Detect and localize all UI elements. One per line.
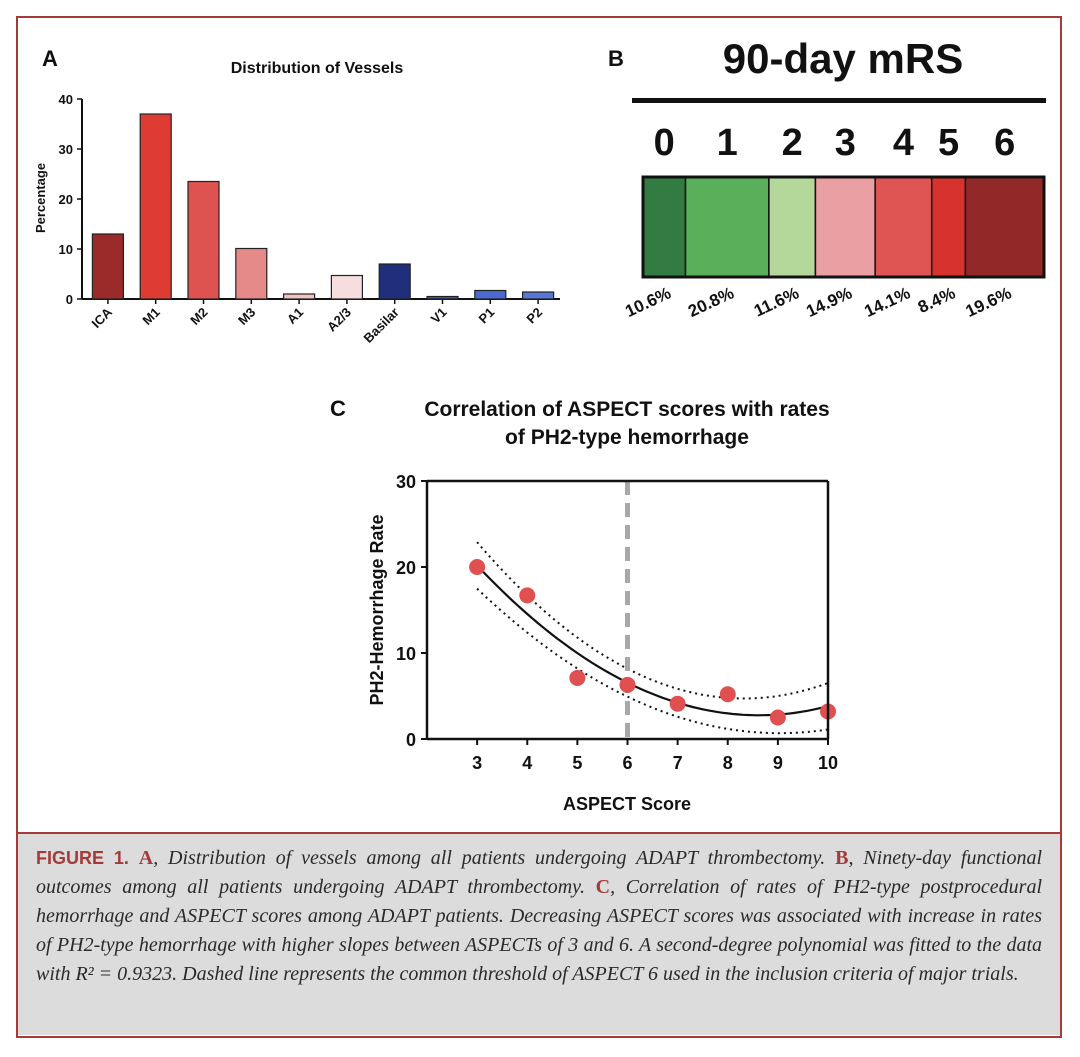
panel-c-x-tick-label: 8: [723, 753, 733, 773]
panel-a-bar: [521, 291, 555, 300]
panel-a-x-tick-label: ICA: [89, 304, 116, 331]
panel-a-bar: [283, 293, 316, 300]
panel-c-x-tick-label: 5: [572, 753, 582, 773]
panel-c-letter: C: [330, 396, 346, 421]
panel-a-letter: A: [42, 46, 58, 71]
panel-c-point: [569, 669, 586, 686]
panel-c-point: [719, 686, 736, 703]
panel-a-y-tick-label: 10: [59, 242, 73, 257]
caption-ref-c: C: [595, 876, 611, 898]
panel-b-segment: [930, 176, 967, 278]
panel-a-y-tick-label: 40: [59, 92, 73, 107]
panel-a-axes: 0 10 20 30 40: [59, 92, 560, 307]
panel-c-x-tick-label: 10: [818, 753, 838, 773]
panel-b-title-rule: [632, 98, 1046, 103]
panel-b-percent-label: 8.4%: [915, 283, 958, 317]
panel-b-percent-label: 10.6%: [622, 283, 674, 321]
panel-b-percent-label: 20.8%: [685, 283, 737, 321]
caption-ref-a: A: [138, 847, 154, 869]
panel-b-percent-labels: 10.6% 20.8% 11.6% 14.9% 14.1% 8.4% 19.6%: [622, 283, 1014, 321]
panel-b-percent-label: 14.1%: [861, 283, 913, 321]
panel-b-segment: [814, 176, 876, 278]
panel-b-bar-outline: [641, 175, 1046, 279]
caption-text-end: . Dashed line represents the common thre…: [172, 963, 1019, 985]
panel-a-bar: [187, 180, 220, 300]
panel-b-segment: [874, 176, 933, 278]
panel-a-x-tick-label: M3: [235, 305, 258, 328]
caption-label: FIGURE 1.: [36, 848, 129, 868]
panel-c-plot: 0 10 20 30 3 4 5 6 7 8 9 10: [396, 472, 838, 773]
caption-r2: R² = 0.9323: [75, 963, 173, 985]
panel-b-score-label: 5: [938, 122, 959, 164]
panel-b-letter: B: [608, 46, 624, 71]
caption-box: FIGURE 1. A, Distribution of vessels amo…: [18, 832, 1060, 1035]
caption-text-b: , Ninety-day functional outcomes among a…: [36, 847, 1043, 898]
panel-c-ylabel: PH2-Hemorrhage Rate: [367, 514, 387, 705]
panel-c-x-tick-label: 9: [773, 753, 783, 773]
panel-a-x-tick-label: M1: [139, 305, 162, 328]
panel-a-x-tick-label: P1: [476, 305, 498, 327]
panel-b-score-label: 1: [717, 122, 738, 164]
panel-c-point: [769, 709, 786, 726]
panel-c-fit-curve: [476, 564, 829, 717]
panel-a-x-tick-label: M2: [187, 305, 210, 328]
panel-a-bar: [91, 233, 125, 300]
panel-a-title: Distribution of Vessels: [231, 60, 404, 77]
panel-a-y-tick-label: 0: [66, 292, 73, 307]
panel-c-point: [469, 559, 486, 575]
panel-a-y-tick-label: 20: [59, 192, 73, 207]
panel-c-x-tick-label: 6: [622, 753, 632, 773]
panel-c-point: [519, 587, 536, 604]
panel-b-segment: [768, 176, 817, 278]
panel-c-x-tick-label: 7: [673, 753, 683, 773]
panel-b-segment: [684, 176, 770, 278]
panel-b-segment: [964, 176, 1045, 278]
panel-c-title-line2: of PH2-type hemorrhage: [505, 426, 749, 449]
panel-b-percent-label: 14.9%: [803, 283, 855, 321]
panel-c-point: [669, 695, 686, 712]
panel-c-point: [619, 676, 636, 693]
caption-text-a: , Distribution of vessels among all pati…: [153, 847, 836, 869]
panel-a-bar: [330, 274, 363, 300]
panel-b-score-label: 6: [994, 122, 1015, 164]
panel-a-bar: [139, 113, 172, 300]
panel-c-x-tick-label: 4: [522, 753, 532, 773]
panel-c-y-tick-label: 30: [396, 472, 416, 492]
caption-text: FIGURE 1. A, Distribution of vessels amo…: [36, 844, 1042, 989]
panel-b-score-label: 4: [893, 122, 914, 164]
panel-a-bars: [91, 113, 555, 300]
panel-c-x-tick-label: 3: [472, 753, 482, 773]
panel-b-percent-label: 11.6%: [751, 283, 802, 320]
panel-c-upper-band: [476, 541, 829, 700]
panel-b-stacked-bar: [641, 175, 1046, 279]
figure-canvas: A Distribution of Vessels Percentage 010…: [33, 35, 1046, 814]
panel-b-score-label: 3: [835, 122, 856, 164]
panel-a-x-tick-label: V1: [428, 305, 450, 327]
panel-a-xlabels: ICA M1 M2 M3 A1 A2/3 Basilar V1 P1 P2: [89, 304, 546, 346]
caption-ref-b: B: [835, 847, 849, 869]
panel-a-x-tick-label: Basilar: [361, 305, 402, 346]
panel-a-x-tick-label: P2: [523, 305, 545, 327]
panel-a-bar: [426, 295, 459, 300]
panel-a-x-tick-label: A1: [284, 305, 306, 327]
panel-b-score-label: 2: [782, 122, 803, 164]
caption-text-c: , Correlation of rates of PH2-type postp…: [36, 876, 1042, 985]
panel-a-x-tick-label: A2/3: [324, 305, 354, 335]
panel-c-y-tick-label: 20: [396, 558, 416, 578]
panel-c-title-line1: Correlation of ASPECT scores with rates: [424, 398, 829, 421]
panel-a-bar: [474, 289, 507, 300]
panel-b-segment: [642, 176, 687, 278]
panel-b-percent-label: 19.6%: [963, 283, 1015, 321]
panel-a-bar: [235, 247, 268, 300]
panel-a-bar: [378, 263, 411, 300]
panel-a-ylabel: Percentage: [33, 163, 48, 233]
panel-c-y-tick-label: 0: [406, 730, 416, 750]
panel-c-xlabel: ASPECT Score: [563, 794, 691, 814]
panel-b-title: 90-day mRS: [723, 35, 963, 82]
panel-a-y-tick-label: 30: [59, 142, 73, 157]
panel-b-score-label: 0: [654, 122, 675, 164]
panel-c-y-tick-label: 10: [396, 644, 416, 664]
